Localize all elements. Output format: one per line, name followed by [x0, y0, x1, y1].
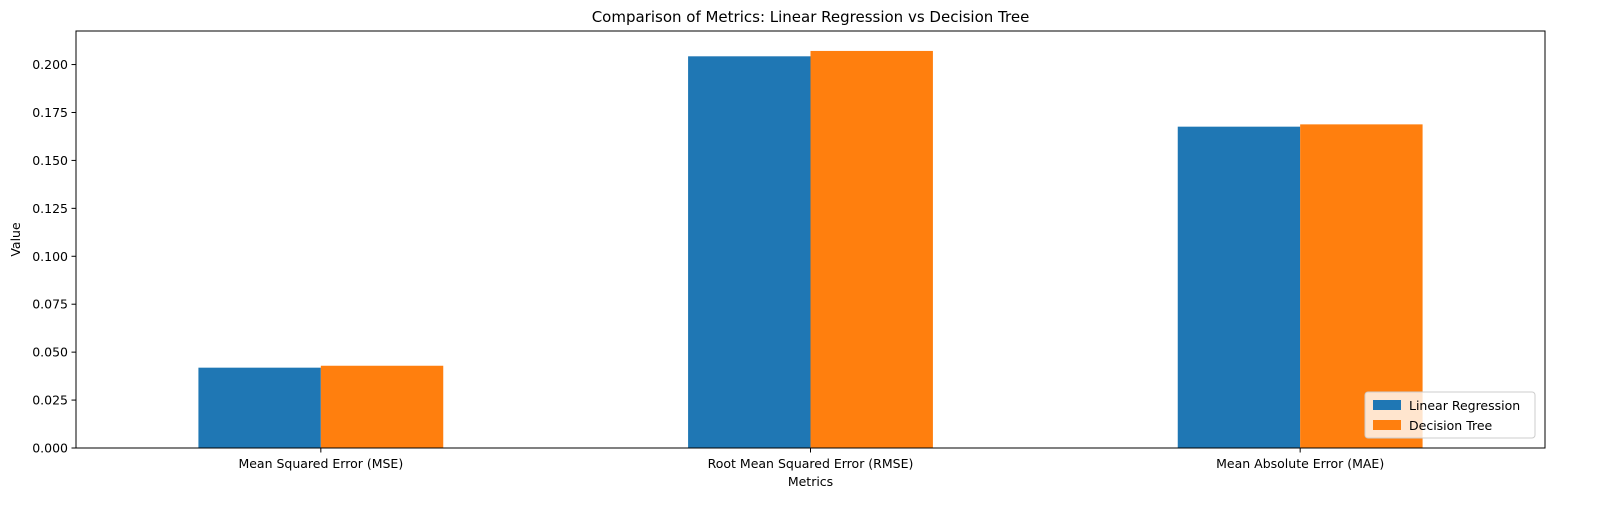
bars-layer [198, 50, 1423, 449]
y-tick-label: 0.075 [32, 297, 68, 312]
legend-label: Decision Tree [1409, 418, 1493, 433]
y-tick-label: 0.175 [32, 105, 68, 120]
x-axis-label: Metrics [788, 474, 833, 489]
legend-box [1364, 391, 1536, 439]
y-ticks: 0.000 0.025 0.050 0.075 0.100 0.125 0.150 0.175… [32, 57, 76, 456]
x-tick-label: Root Mean Squared Error (RMSE) [708, 456, 914, 471]
legend-swatch [1373, 400, 1401, 410]
bar-linear-regression-2 [1177, 126, 1301, 448]
x-tick-label: Mean Absolute Error (MAE) [1216, 456, 1384, 471]
y-tick-label: 0.150 [32, 153, 68, 168]
y-axis-label: Value [8, 222, 23, 257]
bar-linear-regression-0 [198, 367, 321, 448]
legend: Linear Regression Decision Tree [1364, 391, 1536, 439]
bar-decision-tree-0 [320, 365, 444, 448]
y-tick-label: 0.200 [32, 57, 68, 72]
legend-swatch [1373, 420, 1401, 430]
x-tick-label: Mean Squared Error (MSE) [238, 456, 403, 471]
chart-title: Comparison of Metrics: Linear Regression… [592, 8, 1030, 26]
y-tick-label: 0.025 [32, 393, 68, 408]
y-tick-label: 0.125 [32, 201, 68, 216]
y-tick-label: 0.050 [32, 345, 68, 360]
legend-label: Linear Regression [1409, 398, 1520, 413]
bar-linear-regression-1 [688, 56, 811, 448]
y-tick-label: 0.100 [32, 249, 68, 264]
x-ticks: Mean Squared Error (MSE) Root Mean Square… [238, 448, 1384, 471]
y-tick-label: 0.000 [32, 441, 68, 456]
bar-decision-tree-1 [810, 50, 933, 449]
